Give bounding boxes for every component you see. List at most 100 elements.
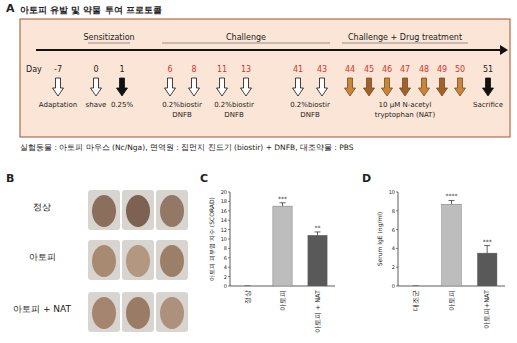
y-tick	[396, 192, 398, 193]
panel-label: C	[200, 172, 208, 185]
day: -7	[54, 65, 62, 74]
day: 44	[345, 65, 355, 74]
bar	[406, 286, 426, 287]
photo	[126, 297, 150, 329]
significance: **	[315, 224, 321, 231]
bar	[238, 286, 257, 287]
y-axis	[398, 192, 399, 286]
phase: Challenge + Drug treatment	[348, 33, 462, 42]
figure: A아토피 유발 및 약물 투여 프로토콜SensitizationChallen…	[0, 0, 517, 343]
y-tick-label: 10	[389, 189, 395, 195]
phase-bracket	[162, 43, 330, 44]
day-arrow	[345, 78, 356, 96]
day-arrow	[117, 78, 128, 96]
significance: ***	[278, 195, 287, 202]
plot	[413, 200, 497, 286]
error-bar	[413, 286, 419, 287]
y-tick-label: 4	[392, 245, 395, 251]
photo-bg	[122, 292, 154, 332]
y-tick-label: 6	[392, 227, 395, 233]
photo	[92, 297, 116, 329]
day: 8	[191, 65, 196, 74]
error-line	[282, 203, 283, 206]
y-tick	[228, 192, 230, 193]
photo	[160, 245, 184, 277]
error-line	[317, 232, 318, 235]
photo	[92, 195, 116, 227]
error-bar	[280, 203, 286, 206]
bar	[308, 235, 327, 286]
day-arrow	[382, 78, 393, 96]
photo-bg	[88, 190, 120, 230]
photo-bg	[88, 292, 120, 332]
event-label: 0.2%biostir	[290, 101, 330, 109]
y-tick-label: 4	[224, 264, 227, 270]
y-tick-label: 16	[221, 208, 227, 214]
day-arrow	[419, 78, 430, 96]
y-tick	[396, 267, 398, 268]
day: 41	[293, 65, 303, 74]
day-arrow	[53, 78, 64, 96]
y-tick	[228, 210, 230, 211]
significance: ***	[483, 238, 492, 245]
day-arrow	[293, 78, 304, 96]
bar	[442, 204, 462, 286]
y-tick-label: 2	[392, 264, 395, 270]
day-arrow	[165, 78, 176, 96]
error-cap	[449, 200, 455, 201]
error-cap	[413, 286, 419, 287]
y-tick	[228, 248, 230, 249]
y-tick	[396, 286, 398, 287]
event-label: 0.25%	[111, 101, 134, 109]
y-tick-label: 20	[221, 189, 227, 195]
day: 49	[437, 65, 447, 74]
photo	[160, 195, 184, 227]
day: 6	[167, 65, 172, 74]
day: 45	[364, 65, 374, 74]
x-tick-label: 아토피 + NAT	[314, 290, 322, 333]
y-tick	[228, 267, 230, 268]
title: 아토피 유발 및 약물 투여 프로토콜	[20, 5, 162, 15]
protocol-box	[20, 19, 510, 137]
day: 51	[483, 65, 493, 74]
note: 실험동물 : 아토피 마우스 (Nc/Nga), 면역원 : 집먼지 진드기 (…	[20, 143, 354, 152]
y-tick	[228, 276, 230, 277]
error-cap	[280, 202, 286, 203]
y-tick-label: 10	[221, 236, 227, 242]
y-tick	[228, 286, 230, 287]
photo	[92, 245, 116, 277]
day: 46	[382, 65, 392, 74]
day-arrow	[483, 78, 494, 96]
y-axis-label: 아토피 피부염 지수 (SCORAD)	[208, 197, 215, 281]
phase: Challenge	[226, 33, 266, 42]
day-arrow	[364, 78, 375, 96]
phase-bracket	[342, 43, 468, 44]
x-tick-label: 대조군	[412, 290, 420, 311]
day: 0	[93, 65, 98, 74]
x-tick-label: 아토피	[279, 290, 287, 311]
event-label: DNFB	[172, 111, 192, 119]
error-bar	[449, 200, 455, 204]
photo-bg	[156, 240, 188, 280]
y-tick	[228, 201, 230, 202]
bar	[477, 253, 497, 286]
phase-bracket	[88, 43, 130, 44]
event-label: tryptophan (NAT)	[375, 111, 436, 119]
event-label: shave	[86, 101, 107, 109]
timeline	[36, 49, 500, 51]
y-tick-label: 6	[224, 255, 227, 261]
photo-bg	[122, 190, 154, 230]
day-arrow	[241, 78, 252, 96]
y-tick	[228, 257, 230, 258]
day-arrow	[455, 78, 466, 96]
photo	[126, 245, 150, 277]
y-tick-label: 12	[221, 227, 227, 233]
y-tick	[228, 239, 230, 240]
day: 1	[119, 65, 124, 74]
error-bar	[315, 232, 321, 235]
event-label: Adaptation	[39, 101, 77, 109]
y-tick-label: 8	[392, 208, 395, 214]
event-label: 0.2%biostir	[162, 101, 202, 109]
y-tick	[396, 248, 398, 249]
x-tick-label: 아토피	[448, 290, 456, 311]
